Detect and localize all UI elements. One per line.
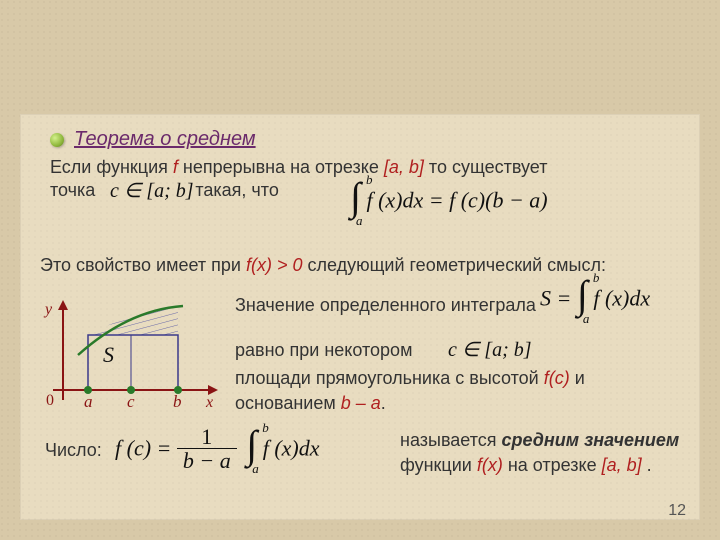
t7ba: b – a [341,393,381,413]
t3a: Это свойство имеет при [40,255,246,275]
text-line-5: равно при некотором [235,340,412,361]
figure-svg: y x 0 a c b S [38,300,218,420]
b-label: b [173,392,182,411]
text-line-9a: называется средним значением [400,430,679,451]
t9b3: на отрезке [503,455,602,475]
t1ab: [a, b] [384,157,424,177]
title-row: Теорема о среднем [50,128,256,151]
formula-c-in-ab: c ∈ [a; b] [110,178,194,203]
c-label: c [127,392,135,411]
t9b5: . [642,455,652,475]
axis-x-label: x [205,394,213,411]
t1c: то существует [424,157,548,177]
formula-s-integral: S = ∫ b a f (x)dx [540,283,650,314]
formula-mean-value: f (c) = 1 b − a ∫ b a f (x)dx [115,425,320,472]
text-line-1: Если функция f непрерывна на отрезке [a,… [50,157,547,178]
formula-c-in-ab-2: c ∈ [a; b] [448,337,532,362]
slide-content: Теорема о среднем Если функция f непреры… [0,0,720,540]
s-label: S [103,342,114,367]
geometric-figure: y x 0 a c b S [38,300,218,420]
t7b: . [381,393,386,413]
origin-label: 0 [46,392,54,409]
t2a: точка [50,180,100,200]
t2b: такая, что [195,180,279,200]
t1a: Если функция [50,157,173,177]
t9b1: функции [400,455,477,475]
axis-y-label: y [43,301,53,318]
t3b: следующий геометрический смысл: [302,255,606,275]
t6b: и [570,368,585,388]
text-line-4: Значение определенного интеграла [235,295,536,316]
t3fx: f(x) > 0 [246,255,303,275]
text-line-3: Это свойство имеет при f(x) > 0 следующи… [40,255,606,276]
bullet-icon [50,133,64,147]
page-number: 12 [668,502,686,520]
t7a: основанием [235,393,341,413]
text-number-label: Число: [45,440,102,461]
t6a: площади прямоугольника с высотой [235,368,544,388]
slide-title: Теорема о среднем [74,128,256,151]
t9b4: [a, b] [602,455,642,475]
t9a2: средним значением [502,430,680,450]
formula-mvt-integral: ∫ b a f (x)dx = f (c)(b − a) [350,185,548,216]
t9a1: называется [400,430,502,450]
text-line-7: основанием b – a. [235,393,386,414]
a-label: a [84,392,93,411]
text-line-9b: функции f(x) на отрезке [a, b] . [400,455,652,476]
t9b2: f(x) [477,455,503,475]
text-line-6: площади прямоугольника с высотой f(c) и [235,368,585,389]
t6fc: f(c) [544,368,570,388]
